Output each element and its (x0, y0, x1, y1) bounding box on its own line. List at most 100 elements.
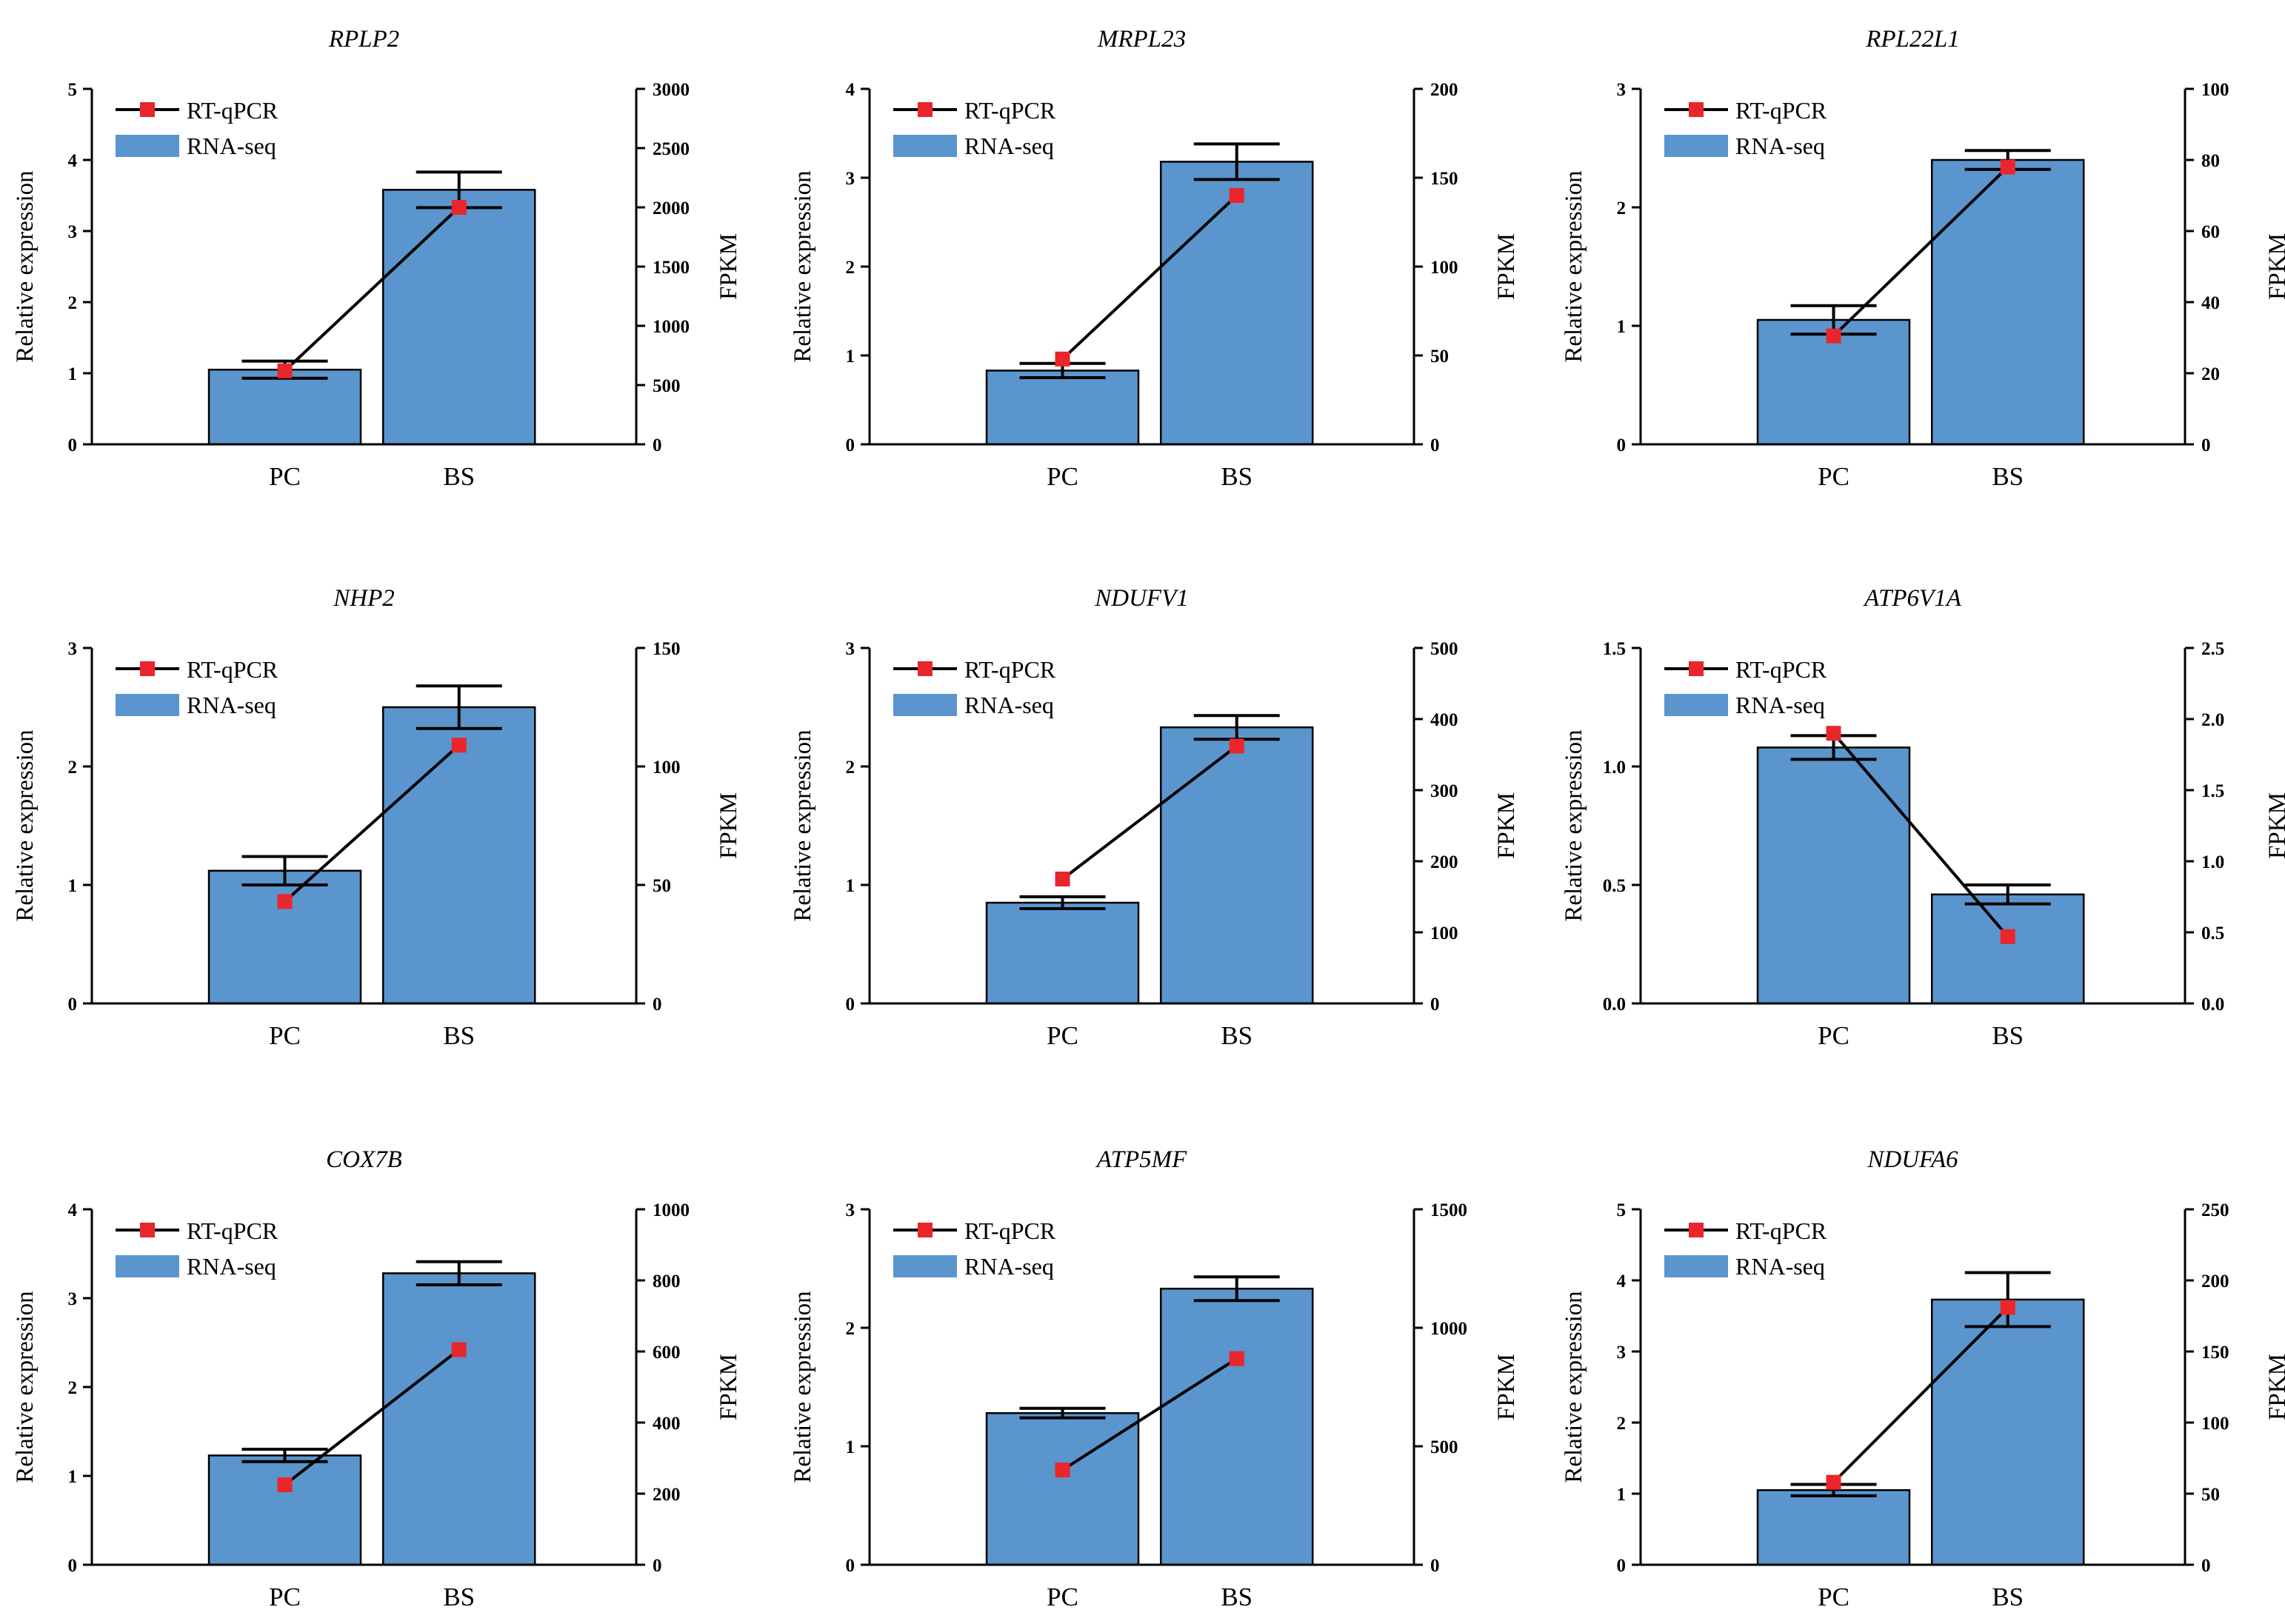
bar-pc (207, 368, 362, 446)
right-tick-label: 100 (653, 758, 681, 778)
rtqpcr-line (1061, 744, 1238, 880)
right-tick-label: 300 (1430, 781, 1458, 801)
left-tick-label: 1 (846, 1437, 855, 1457)
left-tick-label: 4 (1617, 1272, 1627, 1291)
error-bar-bs (416, 684, 502, 730)
left-axis-title: Relative expression (790, 170, 816, 362)
right-tick-label: 50 (1430, 347, 1449, 367)
right-tick-label: 0.0 (2201, 995, 2224, 1015)
legend: RT-qPCR RNA-seq (1664, 1217, 1827, 1280)
category-label-pc: PC (1818, 1583, 1849, 1611)
right-tick-label: 200 (653, 1485, 681, 1505)
right-tick-label: 1.5 (2201, 781, 2224, 801)
category-label-pc: PC (269, 1021, 301, 1050)
rtqpcr-line (1061, 194, 1238, 361)
left-tick-label: 2 (1617, 198, 1627, 218)
left-tick-label: 0 (68, 1556, 78, 1576)
rtqpcr-point-bs (2000, 929, 2015, 944)
legend-marker-rtqpcr (140, 1223, 155, 1237)
legend-swatch-rnaseq (893, 1255, 957, 1277)
right-axis-title: FPKM (2264, 1354, 2285, 1420)
right-tick-label: 250 (2201, 1200, 2229, 1220)
legend-label-rtqpcr: RT-qPCR (1735, 1217, 1827, 1244)
rtqpcr-point-bs (1229, 738, 1244, 754)
left-tick-label: 2 (846, 758, 855, 778)
rtqpcr-point-pc (1826, 1474, 1841, 1490)
left-tick-label: 1 (846, 347, 855, 367)
chart-title: RPLP2 (328, 26, 399, 53)
category-label-bs: BS (1221, 1583, 1252, 1611)
rtqpcr-point-pc (1055, 351, 1070, 367)
rtqpcr-point-bs (1229, 188, 1244, 203)
error-bar-bs (1193, 142, 1280, 181)
category-label-pc: PC (1047, 1583, 1078, 1611)
left-tick-label: 0 (1617, 1556, 1627, 1576)
right-axis-title: FPKM (715, 1354, 742, 1420)
right-axis-title: FPKM (715, 792, 742, 859)
left-tick-label: 0 (68, 995, 78, 1015)
right-tick-label: 0.5 (2201, 923, 2224, 943)
error-bar-pc (1019, 1406, 1106, 1420)
category-label-bs: BS (1992, 462, 2024, 491)
rtqpcr-point-bs (1229, 1351, 1244, 1366)
category-label-bs: BS (1992, 1021, 2024, 1050)
left-tick-label: 0 (68, 435, 78, 455)
chart-title: COX7B (326, 1146, 402, 1173)
category-label-pc: PC (1818, 1021, 1849, 1050)
legend-swatch-rnaseq (893, 694, 957, 716)
left-tick-label: 0 (846, 995, 855, 1015)
legend-swatch-rnaseq (116, 694, 179, 716)
left-tick-label: 3 (68, 1289, 78, 1309)
left-axis-title: Relative expression (790, 729, 816, 921)
left-tick-label: 1 (68, 1467, 78, 1487)
right-tick-label: 0 (653, 995, 662, 1015)
bar-pc (207, 1454, 362, 1566)
chart-panel-ndufv1: NDUFV1 0 1 2 3 0 100 200 300 400 500 PC BS Relative e… (790, 585, 1520, 1050)
left-tick-label: 0 (846, 435, 855, 455)
legend-label-rnaseq: RNA-seq (1735, 692, 1825, 718)
rtqpcr-point-bs (2000, 159, 2015, 175)
legend: RT-qPCR RNA-seq (1664, 97, 1827, 159)
left-tick-label: 4 (68, 1200, 78, 1220)
right-tick-label: 20 (2201, 364, 2220, 384)
left-tick-label: 1 (1617, 1485, 1627, 1505)
left-tick-label: 4 (68, 151, 78, 171)
left-tick-label: 2 (68, 758, 78, 778)
bar-bs (381, 189, 536, 446)
left-axis-title: Relative expression (1561, 1291, 1587, 1483)
rtqpcr-line (1832, 732, 2009, 938)
left-tick-label: 2 (68, 1378, 78, 1398)
rtqpcr-point-pc (1055, 1463, 1070, 1477)
left-tick-label: 3 (846, 639, 855, 659)
left-axis-title: Relative expression (1561, 170, 1587, 362)
right-tick-label: 1000 (1430, 1319, 1467, 1339)
right-tick-label: 150 (2201, 1343, 2229, 1363)
right-tick-label: 400 (653, 1414, 681, 1434)
legend-label-rnaseq: RNA-seq (1735, 133, 1825, 159)
left-tick-label: 3 (1617, 1343, 1627, 1363)
right-tick-label: 0 (2201, 435, 2211, 455)
right-tick-label: 0 (1430, 1556, 1440, 1576)
legend-swatch-rnaseq (116, 1255, 179, 1277)
legend-label-rtqpcr: RT-qPCR (964, 1217, 1056, 1244)
left-axis-title: Relative expression (12, 729, 39, 921)
category-label-bs: BS (1992, 1583, 2024, 1611)
right-tick-label: 500 (653, 376, 681, 396)
right-tick-label: 150 (1430, 169, 1458, 189)
legend-label-rtqpcr: RT-qPCR (187, 1217, 278, 1244)
right-tick-label: 100 (1430, 923, 1458, 943)
left-axis-title: Relative expression (12, 1291, 39, 1483)
bar-bs (1930, 1298, 2085, 1566)
right-tick-label: 2500 (653, 139, 690, 159)
rtqpcr-point-pc (1055, 872, 1070, 886)
right-tick-label: 100 (2201, 1414, 2229, 1434)
legend-marker-rtqpcr (1689, 1223, 1704, 1237)
right-tick-label: 2.0 (2201, 710, 2224, 730)
right-tick-label: 2000 (653, 198, 690, 218)
legend-label-rnaseq: RNA-seq (964, 133, 1054, 159)
left-tick-label: 1.5 (1603, 639, 1626, 659)
legend-label-rnaseq: RNA-seq (964, 1253, 1054, 1280)
right-tick-label: 600 (653, 1343, 681, 1363)
